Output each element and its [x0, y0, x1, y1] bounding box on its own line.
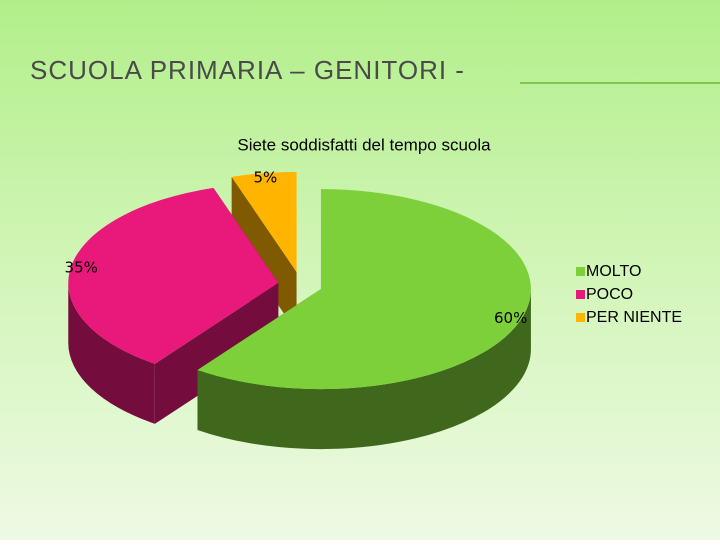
slice-side — [154, 282, 279, 424]
data-label: 5% — [253, 169, 277, 187]
legend-swatch — [576, 290, 585, 299]
slice — [68, 187, 279, 364]
slice-wall — [197, 289, 531, 450]
slice — [197, 189, 531, 390]
legend-label: MOLTO — [586, 263, 641, 280]
chart-title: Siete soddisfatti del tempo scuola — [237, 135, 491, 154]
data-label: 60% — [494, 309, 527, 327]
legend-swatch — [576, 267, 585, 276]
slice-wall — [68, 282, 155, 424]
data-label: 35% — [65, 259, 98, 277]
legend-label: POCO — [586, 286, 633, 303]
slide-title: SCUOLA PRIMARIA – GENITORI - — [30, 55, 465, 85]
slice-side — [231, 176, 297, 332]
slice — [231, 171, 297, 272]
legend-label: PER NIENTE — [586, 309, 682, 326]
legend-swatch — [576, 313, 585, 322]
